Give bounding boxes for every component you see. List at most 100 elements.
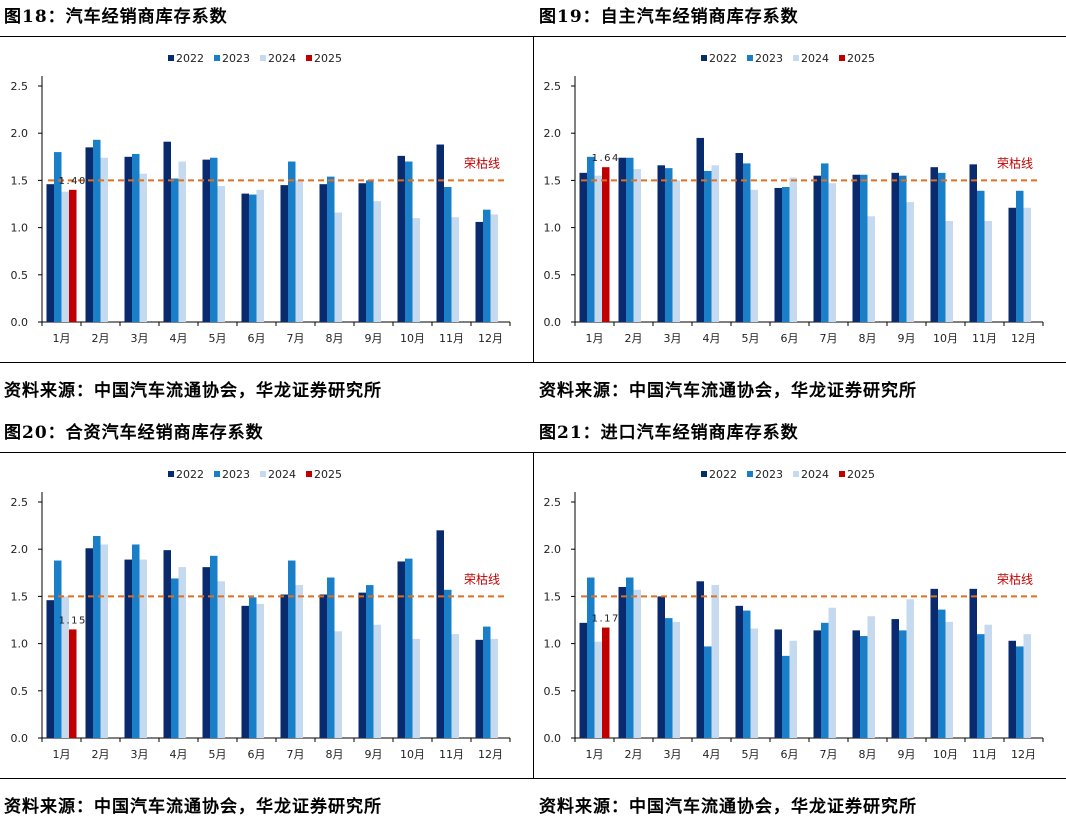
x-tick-label: 7月 bbox=[820, 332, 838, 345]
legend-label: 2024 bbox=[801, 468, 829, 481]
bar-2022 bbox=[397, 561, 405, 738]
reference-line-label: 荣枯线 bbox=[997, 155, 1033, 170]
x-tick-label: 2月 bbox=[625, 748, 643, 761]
bar-2023 bbox=[626, 577, 634, 738]
bar-2023 bbox=[899, 630, 907, 738]
reference-line-label: 荣枯线 bbox=[464, 571, 500, 586]
y-tick-label: 2.0 bbox=[544, 127, 562, 140]
legend-swatch bbox=[747, 55, 753, 61]
bar-2025 bbox=[69, 189, 77, 322]
x-tick-label: 8月 bbox=[326, 332, 344, 345]
bar-2022 bbox=[735, 153, 743, 322]
bar-2024 bbox=[256, 189, 264, 322]
y-tick-label: 0.0 bbox=[11, 316, 29, 329]
bar-2024 bbox=[178, 161, 186, 322]
bar-2023 bbox=[444, 187, 452, 322]
bar-chart: 0.0 0.5 1.0 1.5 2.0 2.5 1月 2月 3月 4月 5月 6月 7月 8月 9月 10月 1… bbox=[544, 52, 1044, 345]
bar-2023 bbox=[132, 544, 140, 738]
x-tick-label: 8月 bbox=[859, 332, 877, 345]
bar-2022 bbox=[319, 594, 327, 738]
bar-2024 bbox=[594, 641, 602, 738]
bar-2024 bbox=[490, 638, 498, 738]
bar-2024 bbox=[789, 640, 797, 738]
x-tick-label: 2月 bbox=[92, 748, 110, 761]
figure-source: 资料来源：中国汽车流通协会，华龙证券研究所 bbox=[539, 381, 917, 401]
x-tick-label: 4月 bbox=[170, 748, 188, 761]
y-tick-label: 2.0 bbox=[11, 543, 29, 556]
bar-2024 bbox=[451, 217, 459, 322]
bar-2022 bbox=[852, 174, 860, 322]
bar-2024 bbox=[412, 218, 420, 322]
bar-2022 bbox=[618, 157, 626, 322]
chart-frame bbox=[533, 452, 1066, 779]
bar-2022 bbox=[475, 639, 483, 738]
legend-label: 2025 bbox=[847, 468, 875, 481]
x-tick-label: 3月 bbox=[664, 332, 682, 345]
bar-2022 bbox=[696, 581, 704, 738]
legend-label: 2025 bbox=[314, 468, 342, 481]
x-tick-label: 6月 bbox=[781, 748, 799, 761]
x-tick-label: 1月 bbox=[53, 332, 71, 345]
x-tick-label: 9月 bbox=[898, 748, 916, 761]
bar-2023 bbox=[327, 176, 335, 322]
chart-frame bbox=[533, 36, 1066, 363]
y-tick-label: 0.5 bbox=[11, 269, 29, 282]
bar-2024 bbox=[1023, 634, 1031, 738]
bar-2022 bbox=[774, 187, 782, 322]
chart-frame bbox=[0, 452, 533, 779]
bar-2023 bbox=[782, 655, 790, 738]
bar-2022 bbox=[774, 629, 782, 738]
figure-source: 资料来源：中国汽车流通协会，华龙证券研究所 bbox=[539, 797, 917, 817]
bar-2023 bbox=[782, 187, 790, 322]
legend-swatch bbox=[306, 471, 312, 477]
x-tick-label: 5月 bbox=[209, 748, 227, 761]
y-tick-label: 2.5 bbox=[11, 496, 29, 509]
bar-2023 bbox=[249, 597, 257, 738]
y-tick-label: 1.5 bbox=[544, 174, 562, 187]
bar-2024 bbox=[789, 177, 797, 322]
bar-2024 bbox=[178, 567, 186, 738]
x-tick-label: 4月 bbox=[703, 748, 721, 761]
bar-2022 bbox=[163, 550, 171, 738]
bar-2022 bbox=[436, 144, 444, 322]
legend-swatch bbox=[214, 55, 220, 61]
y-tick-label: 1.5 bbox=[11, 590, 29, 603]
bar-2023 bbox=[132, 153, 140, 322]
x-tick-label: 2月 bbox=[92, 332, 110, 345]
bar-2023 bbox=[938, 172, 946, 322]
legend: 2022 2023 2024 2025 bbox=[701, 468, 875, 481]
bar-2024 bbox=[633, 589, 641, 738]
bar-2023 bbox=[1016, 190, 1024, 322]
bar-2022 bbox=[657, 596, 665, 738]
bar-2022 bbox=[241, 605, 249, 738]
x-tick-label: 6月 bbox=[248, 332, 266, 345]
bar-2024 bbox=[984, 220, 992, 322]
bar-2022 bbox=[124, 559, 132, 738]
bar-2023 bbox=[483, 626, 491, 738]
bar-2022 bbox=[930, 588, 938, 738]
x-tick-label: 2月 bbox=[625, 332, 643, 345]
bar-2024 bbox=[373, 201, 381, 322]
y-tick-label: 1.0 bbox=[11, 638, 29, 651]
bar-2025 bbox=[602, 627, 610, 738]
bar-2024 bbox=[594, 175, 602, 322]
bar-2023 bbox=[288, 161, 296, 322]
bar-2022 bbox=[969, 588, 977, 738]
x-tick-label: 10月 bbox=[933, 332, 958, 345]
x-tick-label: 11月 bbox=[439, 332, 464, 345]
bar-2022 bbox=[735, 605, 743, 738]
y-tick-label: 2.0 bbox=[544, 543, 562, 556]
bar-2025 bbox=[69, 629, 77, 738]
bar-2022 bbox=[813, 630, 821, 738]
bar-2023 bbox=[93, 139, 101, 322]
bar-2023 bbox=[1016, 646, 1024, 738]
y-tick-label: 2.0 bbox=[11, 127, 29, 140]
bar-2022 bbox=[579, 172, 587, 322]
legend-swatch bbox=[839, 471, 845, 477]
bar-2023 bbox=[938, 609, 946, 738]
y-tick-label: 0.5 bbox=[544, 685, 562, 698]
bar-2023 bbox=[405, 558, 413, 738]
bar-2023 bbox=[171, 178, 179, 322]
reference-line-label: 荣枯线 bbox=[464, 155, 500, 170]
legend-swatch bbox=[701, 55, 707, 61]
